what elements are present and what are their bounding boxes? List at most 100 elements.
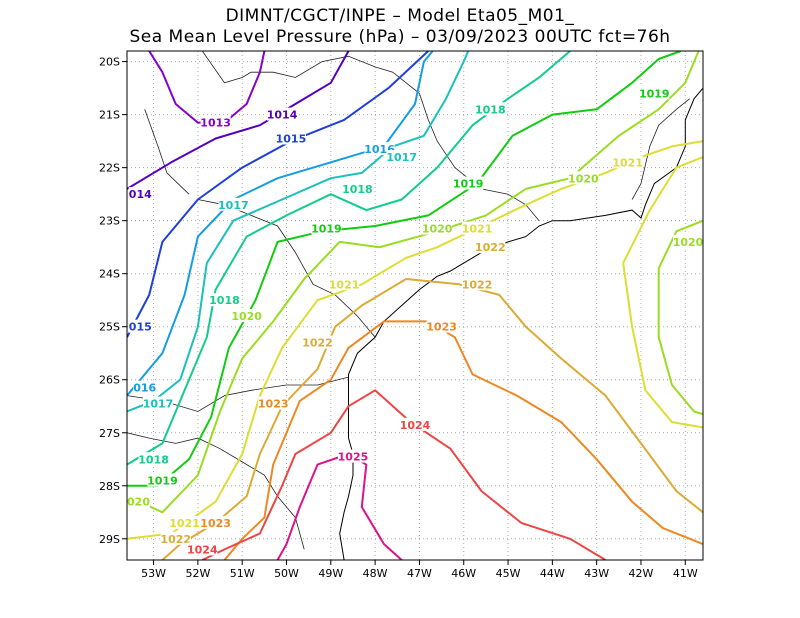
y-tick-label: 29S: [99, 533, 120, 546]
contour-label: 1020: [231, 310, 262, 323]
contour-label: 1022: [302, 337, 333, 350]
contour-label-bg: [302, 335, 333, 349]
isobar-1016: [127, 51, 434, 397]
contour-label: 1024: [187, 543, 218, 556]
x-tick-label: 41W: [673, 567, 698, 580]
x-tick-label: 44W: [540, 567, 565, 580]
contour-label-bg: [133, 380, 157, 394]
y-tick-label: 27S: [99, 427, 120, 440]
x-tick-label: 47W: [407, 567, 432, 580]
contour-label: 1025: [338, 451, 369, 464]
isobar-1020: [127, 51, 700, 514]
contour-label: 1022: [160, 533, 191, 546]
x-tick-label: 50W: [274, 567, 299, 580]
x-tick-label: 49W: [318, 567, 343, 580]
contour-label: 1017: [143, 398, 174, 411]
x-tick-label: 46W: [451, 567, 476, 580]
contour-label: 020: [127, 496, 150, 509]
contour-label: 016: [133, 382, 156, 395]
contour-label-bg: [639, 86, 670, 100]
isobar-1025: [276, 453, 403, 560]
contour-label-bg: [426, 319, 457, 333]
contour-label: 1013: [200, 117, 231, 130]
contour-label-bg: [462, 221, 493, 235]
contour-label-bg: [475, 240, 506, 254]
contour-label-bg: [147, 473, 178, 487]
axis-ticks: 53W 52W 51W 50W 49W 48W 47W 46W 45W 44W 43W 42W 41W 2…: [99, 56, 698, 580]
y-tick-label: 22S: [99, 162, 120, 175]
contour-label-bg: [128, 319, 152, 333]
contour-label: 1017: [386, 151, 417, 164]
state-border: [201, 51, 540, 221]
contour-label: 1020: [568, 172, 599, 185]
contour-label-bg: [128, 187, 152, 201]
contour-label: 1014: [267, 109, 298, 122]
contour-label-bg: [200, 515, 231, 529]
isobar-1024: [201, 389, 607, 560]
contour-label-bg: [267, 107, 298, 121]
isobar-1023: [223, 320, 703, 560]
contour-label: 1020: [673, 236, 704, 249]
contour-label-bg: [143, 396, 174, 410]
y-tick-label: 28S: [99, 480, 120, 493]
contour-label-bg: [475, 102, 506, 116]
contour-label: 1019: [311, 223, 342, 236]
contour-label-bg: [568, 171, 599, 185]
contour-label-layer: 1013101401410150151016016101710171017101…: [127, 86, 704, 556]
contour-label: 1021: [462, 223, 493, 236]
contour-label-bg: [386, 150, 417, 164]
contour-label: 1021: [169, 517, 200, 530]
contour-label-bg: [342, 181, 373, 195]
contour-label: 1023: [258, 398, 289, 411]
x-tick-label: 51W: [230, 567, 255, 580]
contour-label-bg: [169, 515, 200, 529]
contour-label-bg: [138, 452, 169, 466]
contour-label: 1022: [475, 241, 506, 254]
contour-label-bg: [209, 293, 240, 307]
isobar-1014: [127, 51, 350, 190]
contour-label: 1021: [329, 278, 360, 291]
contour-label-bg: [127, 494, 150, 508]
contour-label: 1020: [422, 223, 453, 236]
contour-label: 1019: [147, 474, 178, 487]
chart-title-line2: Sea Mean Level Pressure (hPa) – 03/09/20…: [129, 27, 671, 47]
x-tick-label: 53W: [141, 567, 166, 580]
contour-label: 1018: [138, 453, 169, 466]
contour-label-bg: [231, 309, 262, 323]
contour-label-bg: [200, 115, 231, 129]
contour-label: 1021: [612, 156, 643, 169]
contour-label: 1019: [639, 87, 670, 100]
y-tick-label: 26S: [99, 374, 120, 387]
isobar-1019: [127, 51, 682, 487]
isobar-1020: [657, 219, 703, 416]
contour-label-bg: [673, 234, 703, 248]
contour-label-bg: [218, 197, 249, 211]
isobar-1021: [127, 140, 703, 540]
contour-label-bg: [275, 131, 306, 145]
y-tick-label: 24S: [99, 268, 120, 281]
contour-label-bg: [258, 396, 289, 410]
chart-title-line1: DIMNT/CGCT/INPE – Model Eta05_M01_: [225, 6, 575, 26]
contour-label-bg: [422, 221, 453, 235]
contour-label-bg: [311, 221, 342, 235]
contour-label-bg: [462, 277, 493, 291]
y-tick-label: 20S: [99, 56, 120, 69]
contour-label-bg: [160, 531, 191, 545]
contour-label-bg: [329, 277, 360, 291]
x-tick-label: 52W: [185, 567, 210, 580]
y-tick-label: 25S: [99, 321, 120, 334]
y-tick-label: 23S: [99, 215, 120, 228]
isobar-1022: [161, 278, 703, 560]
state-border: [631, 98, 690, 200]
isobar-1015: [127, 51, 429, 338]
contour-label: 1018: [209, 294, 240, 307]
coastline: [339, 87, 703, 560]
contour-label: 015: [129, 321, 152, 334]
isobar-1017: [127, 51, 470, 413]
plot-frame: [126, 50, 704, 561]
contour-label: 1024: [400, 419, 431, 432]
contour-label-bg: [187, 542, 218, 556]
contour-label: 1022: [462, 278, 493, 291]
x-tick-label: 42W: [629, 567, 654, 580]
